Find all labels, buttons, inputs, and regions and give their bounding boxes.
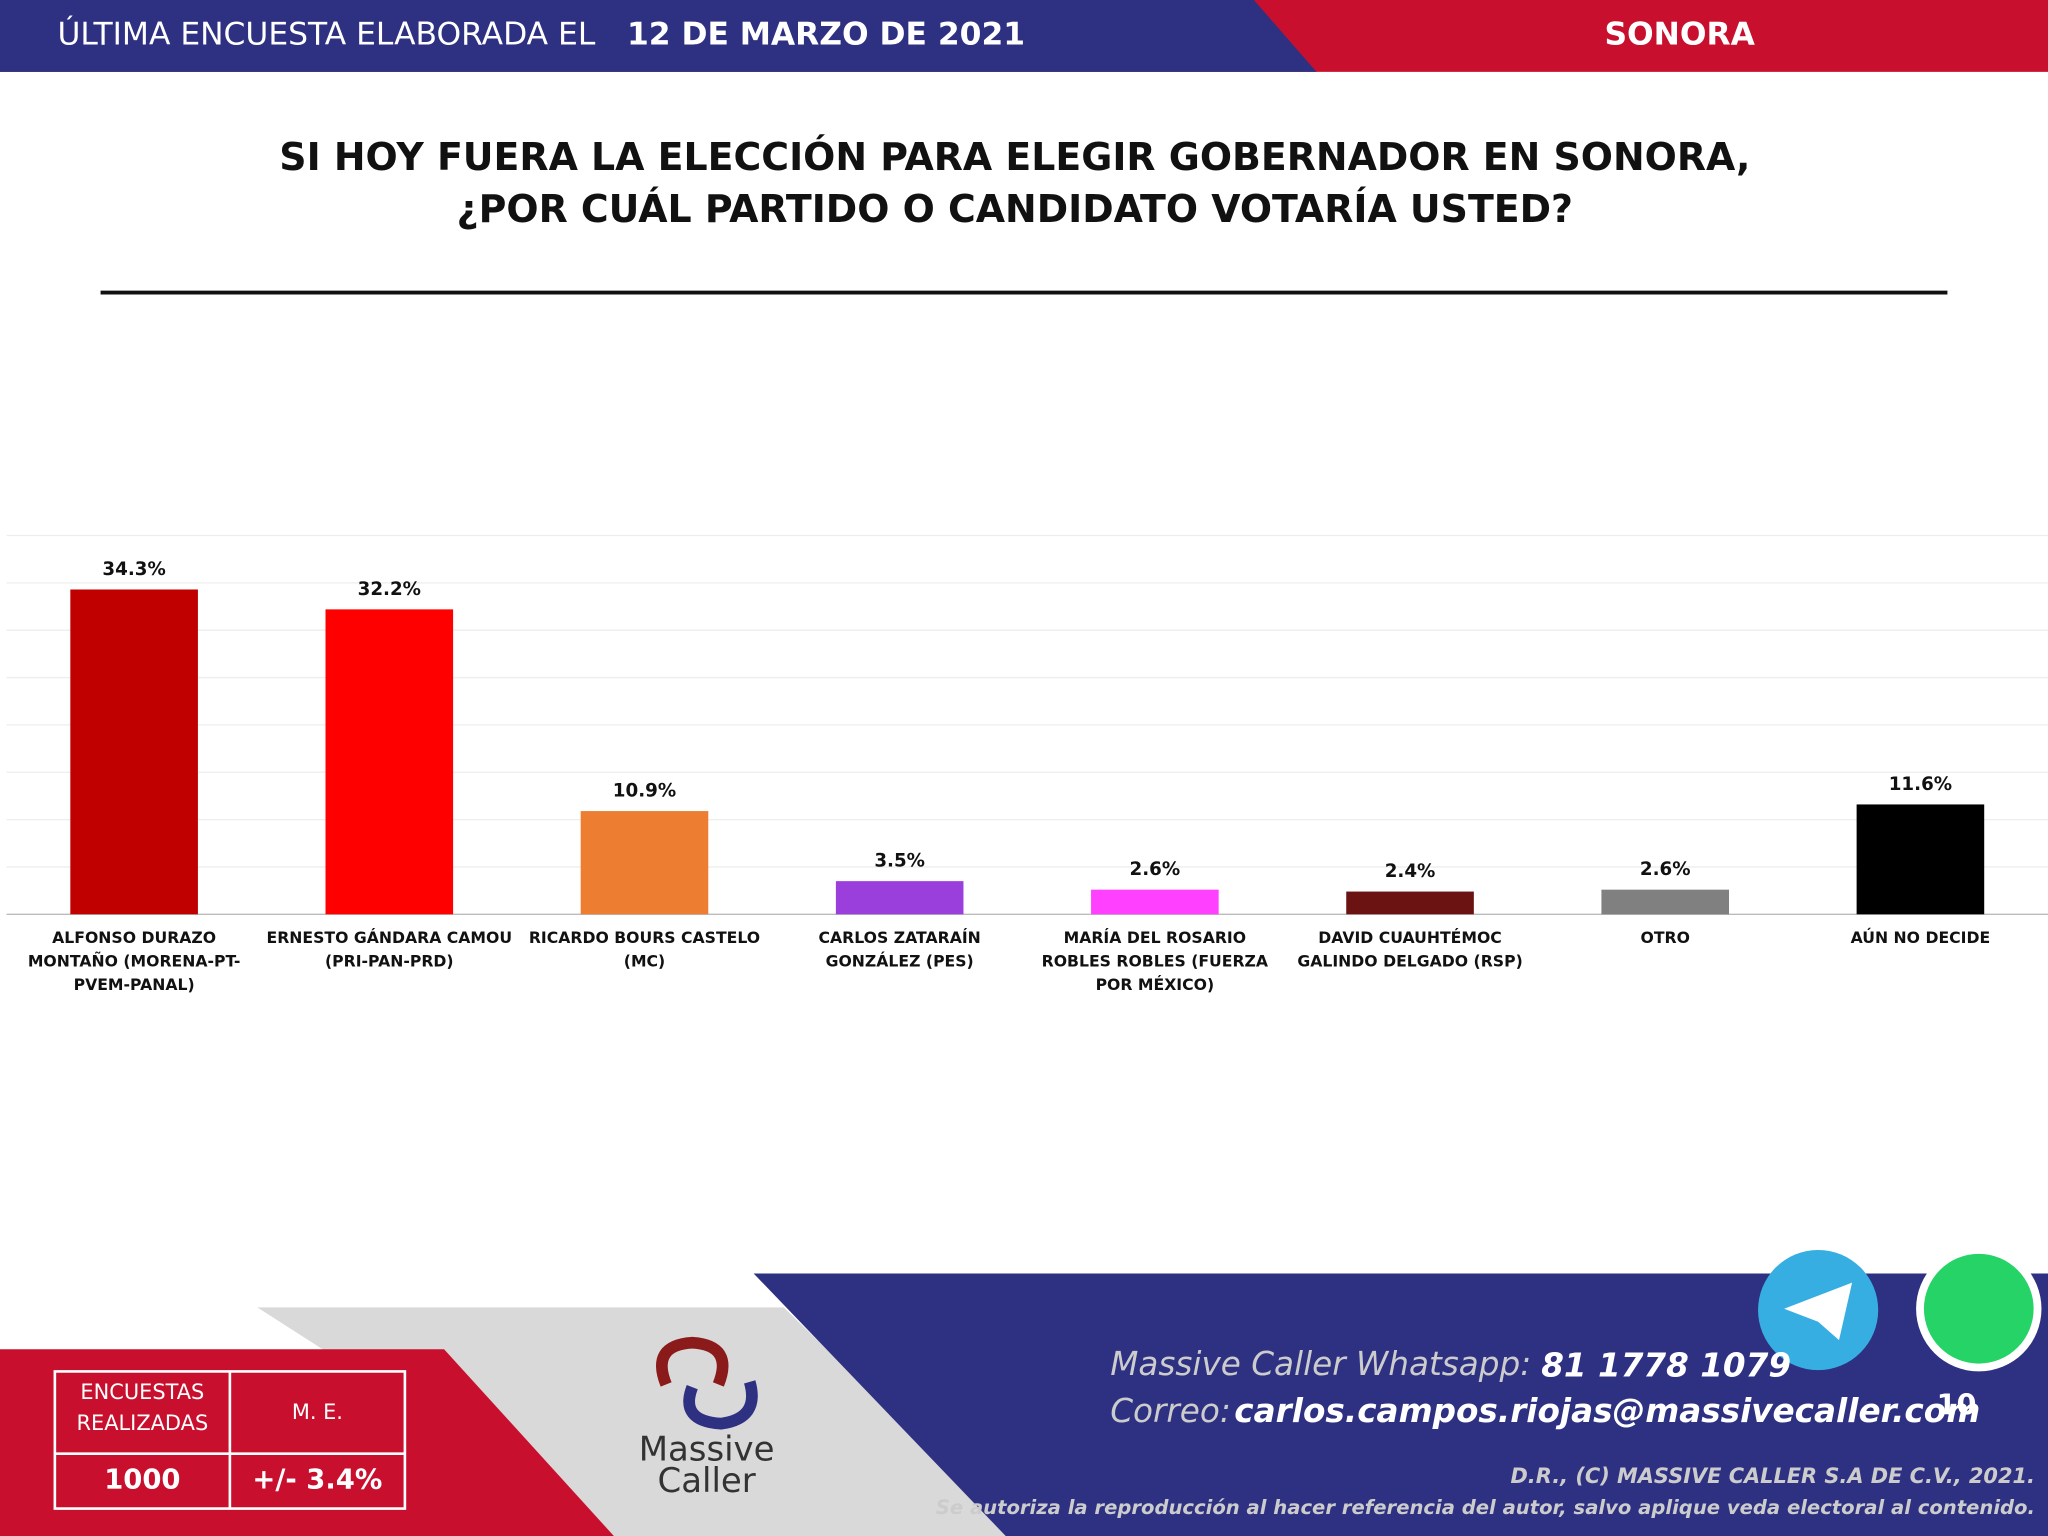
x-tick-label: ALFONSO DURAZO MONTAÑO (MORENA-PT-PVEM-P… xyxy=(27,928,241,994)
logo-text: Caller xyxy=(658,1461,756,1501)
footer-red xyxy=(0,1349,614,1536)
chart-title: ¿POR CUÁL PARTIDO O CANDIDATO VOTARÍA US… xyxy=(457,187,1573,231)
telegram-plane xyxy=(1784,1282,1853,1341)
bar xyxy=(1601,889,1730,915)
whatsapp-number: 81 1778 1079 xyxy=(1541,1347,1791,1385)
me-label: M. E. xyxy=(292,1400,343,1424)
x-tick-label-box: CARLOS ZATARAÍN GONZÁLEZ (PES) xyxy=(818,928,981,971)
email-label: Correo: xyxy=(1110,1392,1231,1430)
logo-mark xyxy=(656,1336,729,1387)
header-date: 12 DE MARZO DE 2021 xyxy=(627,16,1025,52)
x-tick-label: DAVID CUAUHTÉMOC GALINDO DELGADO (RSP) xyxy=(1297,928,1523,971)
chart-title: SI HOY FUERA LA ELECCIÓN PARA ELEGIR GOB… xyxy=(279,135,1750,179)
value-label: 10.9% xyxy=(613,780,676,801)
email: carlos.campos.riojas@massivecaller.com xyxy=(1234,1392,1980,1430)
value-label: 34.3% xyxy=(102,559,165,580)
value-label: 2.6% xyxy=(1640,859,1691,880)
bar xyxy=(1856,804,1985,915)
notice: Se autoriza la reproducción al hacer ref… xyxy=(936,1496,2035,1519)
bar xyxy=(1346,891,1474,915)
header-region: SONORA xyxy=(1604,16,1755,52)
whatsapp-label: Massive Caller Whatsapp: xyxy=(1110,1345,1531,1383)
value-label: 2.6% xyxy=(1130,859,1181,880)
logo-text: Massive xyxy=(639,1430,775,1470)
x-tick-label-box: MARÍA DEL ROSARIO ROBLES ROBLES (FUERZA … xyxy=(1041,928,1269,994)
value-label: 11.6% xyxy=(1889,774,1952,795)
header-prefix: ÚLTIMA ENCUESTA ELABORADA EL xyxy=(57,13,595,52)
surveys-value: 1000 xyxy=(104,1465,180,1496)
value-label: 2.4% xyxy=(1385,861,1436,882)
chart: 34.3% ALFONSO DURAZO MONTAÑO (MORENA-PT-P… xyxy=(6,534,2048,994)
x-tick-label: CARLOS ZATARAÍN GONZÁLEZ (PES) xyxy=(818,928,981,971)
bar xyxy=(325,609,454,915)
page-number: 10 xyxy=(1937,1388,1977,1422)
x-tick-label: RICARDO BOURS CASTELO (MC) xyxy=(528,928,761,971)
value-label: 3.5% xyxy=(874,851,925,872)
x-tick-label: AÚN NO DECIDE xyxy=(1850,928,1991,947)
x-tick-label-box: AÚN NO DECIDE xyxy=(1850,928,1991,947)
x-tick-label-box: RICARDO BOURS CASTELO (MC) xyxy=(528,928,761,971)
x-tick-label-box: DAVID CUAUHTÉMOC GALINDO DELGADO (RSP) xyxy=(1297,928,1523,971)
bar xyxy=(835,881,964,915)
copyright: D.R., (C) MASSIVE CALLER S.A DE C.V., 20… xyxy=(1510,1464,2034,1488)
logo-mark xyxy=(683,1380,758,1430)
header-blue xyxy=(0,0,1317,72)
value-label: 32.2% xyxy=(358,579,421,600)
bar xyxy=(580,811,709,915)
stats-label-box: ENCUESTAS REALIZADAS xyxy=(76,1379,209,1436)
x-tick-label-box: OTRO xyxy=(1640,928,1690,947)
x-tick-label-box: ALFONSO DURAZO MONTAÑO (MORENA-PT-PVEM-P… xyxy=(27,928,241,994)
whatsapp-icon xyxy=(1923,1253,2034,1364)
x-tick-label: OTRO xyxy=(1640,928,1690,947)
surveys-label: ENCUESTAS REALIZADAS xyxy=(76,1379,209,1436)
bar xyxy=(70,589,198,915)
x-tick-label: ERNESTO GÁNDARA CAMOU (PRI-PAN-PRD) xyxy=(266,928,513,971)
footer-blue xyxy=(753,1273,2048,1536)
x-tick-label: MARÍA DEL ROSARIO ROBLES ROBLES (FUERZA … xyxy=(1041,928,1269,994)
x-tick-label-box: ERNESTO GÁNDARA CAMOU (PRI-PAN-PRD) xyxy=(266,928,513,971)
me-value: +/- 3.4% xyxy=(252,1465,382,1496)
bar xyxy=(1091,889,1219,915)
